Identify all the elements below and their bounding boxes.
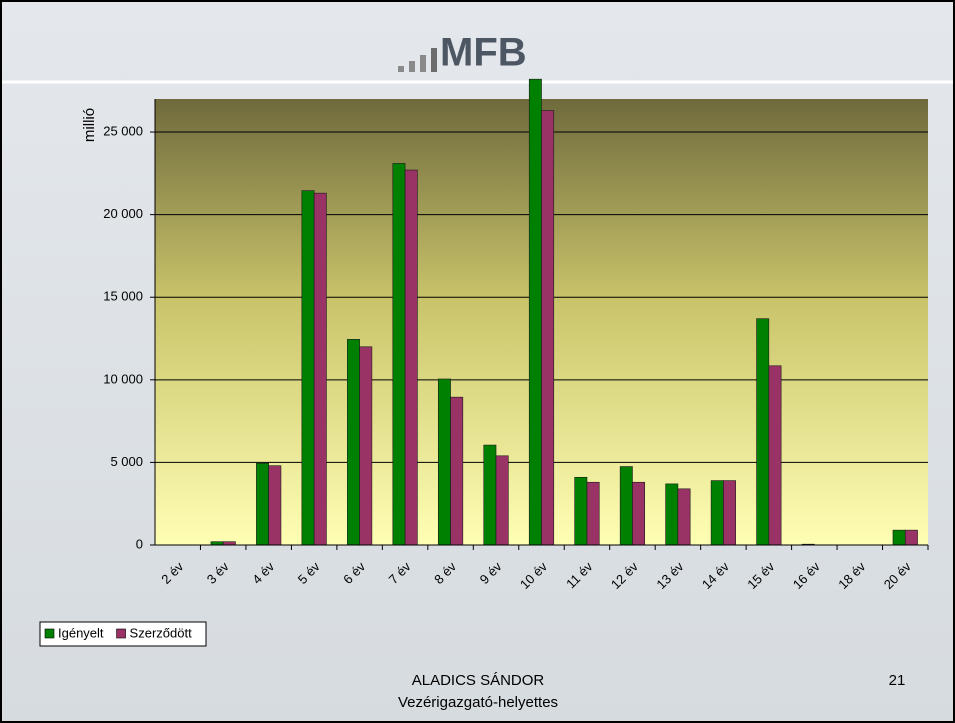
y-axis-label: millió [81, 108, 98, 142]
bar [483, 444, 497, 546]
page-number: 21 [889, 672, 906, 689]
bar [768, 365, 782, 546]
bar [677, 488, 691, 546]
bar [665, 483, 679, 546]
bar [437, 378, 451, 546]
bar [756, 318, 770, 546]
bar [586, 481, 600, 546]
bar [541, 110, 555, 546]
logo-text: MFB [440, 31, 527, 75]
bar [710, 480, 724, 546]
bar [528, 78, 542, 546]
y-tick-label: 0 [136, 536, 143, 551]
logo: MFB [398, 31, 527, 75]
bar [347, 339, 360, 546]
bar [313, 192, 327, 546]
bar [619, 466, 633, 546]
y-tick-label: 25 000 [103, 123, 143, 138]
bar [392, 163, 406, 546]
legend-swatch [44, 628, 55, 639]
legend-label: Szerződött [130, 625, 193, 640]
bar [904, 529, 918, 546]
y-tick-label: 5 000 [110, 454, 143, 469]
bar [495, 455, 509, 546]
y-tick-label: 15 000 [103, 289, 143, 304]
bar [268, 465, 282, 546]
y-tick-label: 10 000 [103, 371, 143, 386]
bar [256, 462, 269, 546]
bar [574, 476, 588, 546]
footer-role: Vezérigazgató-helyettes [398, 694, 558, 711]
bar [723, 480, 736, 546]
footer-name: ALADICS SÁNDOR [412, 672, 545, 689]
legend-label: Igényelt [58, 625, 104, 640]
bar [404, 169, 418, 546]
y-tick-label: 20 000 [103, 206, 143, 221]
bar [450, 396, 464, 546]
bar [301, 190, 315, 546]
legend-swatch [116, 628, 126, 639]
bar [892, 529, 906, 546]
bar [632, 481, 646, 546]
bar [359, 346, 373, 546]
